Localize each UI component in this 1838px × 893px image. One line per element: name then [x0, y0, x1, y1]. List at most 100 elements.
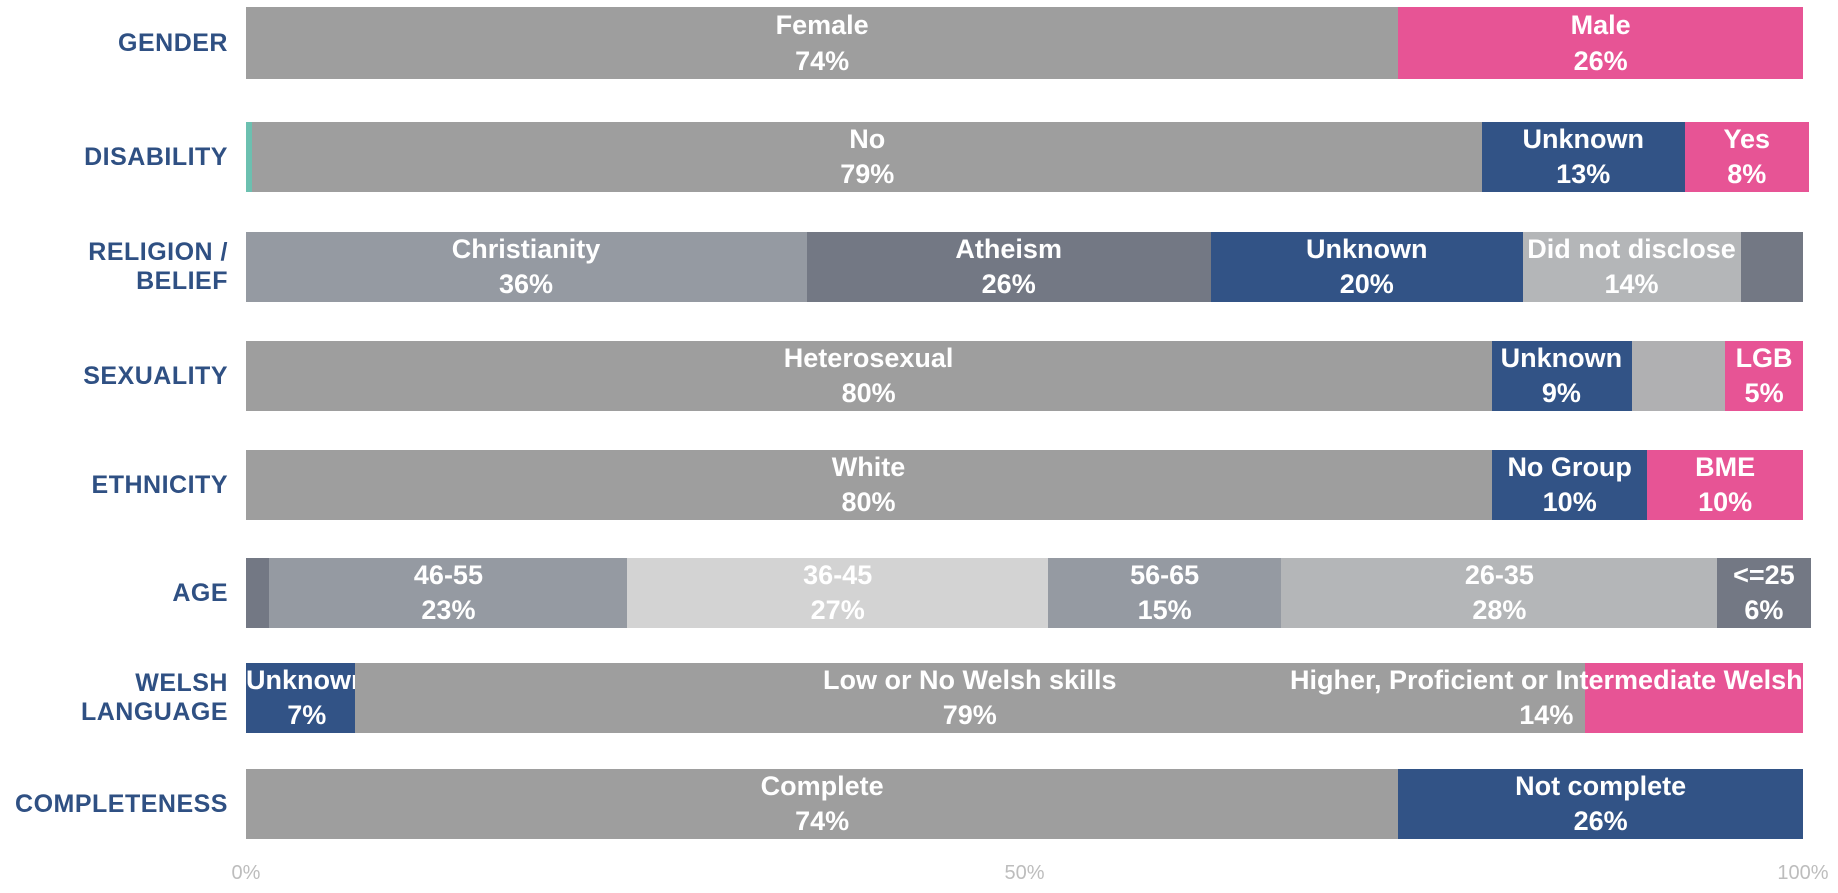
segment-value: 10%: [1542, 487, 1597, 517]
segment-label: No Group 10%: [1507, 450, 1631, 520]
segment-label: 36-45 27%: [803, 558, 872, 628]
segment-name: Male: [1570, 10, 1631, 40]
segment-value: 7%: [287, 700, 327, 730]
segment-label: 56-65 15%: [1130, 558, 1199, 628]
bar-segment: [627, 558, 1048, 628]
segment-name: 46-55: [413, 560, 483, 590]
segment-name: Complete: [760, 771, 884, 801]
segment-value: 79%: [840, 159, 895, 189]
segment-label: Complete 74%: [761, 769, 884, 839]
segment-value: 9%: [1541, 378, 1581, 408]
segment-name: Low or No Welsh skills: [823, 665, 1117, 695]
segment-value: 27%: [810, 595, 865, 625]
segment-value: 36%: [498, 269, 554, 299]
segment-name: Not complete: [1515, 771, 1687, 801]
segment-name: Unknown: [1522, 124, 1644, 154]
segment-label: Unknown 13%: [1522, 122, 1644, 192]
segment-value: 80%: [841, 487, 896, 517]
row-label: DISABILITY: [84, 142, 228, 171]
row-label: GENDER: [118, 28, 228, 57]
segment-name: 26-35: [1464, 560, 1534, 590]
segment-value: 79%: [942, 700, 997, 730]
bar-segment: [246, 450, 1492, 520]
segment-value: 20%: [1339, 269, 1394, 299]
x-tick-label: 50%: [1004, 862, 1045, 884]
segment-name: 36-45: [803, 560, 873, 590]
bar-segment: [1647, 450, 1803, 520]
segment-label: Yes 8%: [1723, 122, 1770, 192]
segment-label: 26-35 28%: [1465, 558, 1534, 628]
bar-segment: [1491, 341, 1632, 411]
segment-value: 26%: [1573, 806, 1628, 836]
bar-segment: [1491, 450, 1648, 520]
segment-value: 74%: [795, 46, 850, 76]
segment-label: Female 74%: [776, 7, 869, 79]
row-label: AGE: [172, 578, 228, 607]
bar-segment: [1631, 341, 1726, 411]
segment-name: Female: [775, 10, 869, 40]
segment-value: 6%: [1744, 595, 1784, 625]
bar-segment: [806, 232, 1212, 302]
segment-name: <=25: [1733, 560, 1795, 590]
row-label: WELSH LANGUAGE: [80, 669, 228, 726]
segment-value: 15%: [1137, 595, 1192, 625]
bar-segment: [1398, 769, 1803, 839]
segment-name: Higher, Proficient or Intermediate Welsh: [1290, 665, 1803, 695]
segment-name: Unknown: [1500, 343, 1623, 373]
segment-value: 28%: [1472, 595, 1527, 625]
segment-name: Atheism: [955, 234, 1062, 264]
bar-segment: [1717, 558, 1811, 628]
x-tick-label: 0%: [231, 862, 261, 884]
segment-label: Low or No Welsh skills 79%: [823, 663, 1117, 733]
segment-value: 14%: [1604, 269, 1659, 299]
bar-segment: [1211, 232, 1523, 302]
bar-segment: [1522, 232, 1741, 302]
bar-segment: [1585, 663, 1803, 733]
segment-name: Christianity: [451, 234, 601, 264]
x-tick-label: 100%: [1777, 862, 1829, 884]
bar-segment: [246, 122, 253, 192]
segment-label: Not complete 26%: [1515, 769, 1686, 839]
segment-name: 56-65: [1130, 560, 1200, 590]
segment-label: BME 10%: [1695, 450, 1755, 520]
segment-label: No 79%: [840, 122, 894, 192]
segment-value: 80%: [841, 378, 896, 408]
segment-label: Atheism 26%: [955, 232, 1062, 302]
bar-segment: [354, 663, 1585, 733]
segment-label: Unknown 20%: [1306, 232, 1428, 302]
segment-name: BME: [1695, 452, 1756, 482]
segment-label: Higher, Proficient or Intermediate Welsh…: [1290, 663, 1803, 733]
bar-segment: [252, 122, 1483, 192]
segment-label: Christianity 36%: [452, 232, 601, 302]
row-label: COMPLETENESS: [15, 789, 228, 818]
segment-value: 10%: [1698, 487, 1753, 517]
segment-name: LGB: [1735, 343, 1793, 373]
bar-segment: [246, 769, 1399, 839]
segment-name: Did not disclose: [1527, 234, 1736, 264]
bar-segment: [246, 7, 1399, 79]
segment-name: Heterosexual: [783, 343, 954, 373]
segment-label: <=25 6%: [1733, 558, 1795, 628]
segment-label: White 80%: [832, 450, 906, 520]
segment-label: LGB 5%: [1736, 341, 1793, 411]
segment-value: 13%: [1556, 159, 1611, 189]
bar-segment: [246, 558, 270, 628]
row-label: RELIGION / BELIEF: [88, 238, 228, 295]
segment-label: Did not disclose 14%: [1527, 232, 1736, 302]
segment-value: 5%: [1744, 378, 1784, 408]
segment-name: Yes: [1723, 124, 1770, 154]
segment-value: 74%: [795, 806, 850, 836]
segment-label: Male 26%: [1571, 7, 1631, 79]
bar-segment: [246, 232, 807, 302]
segment-label: Unknown 9%: [1501, 341, 1623, 411]
bar-segment: [1684, 122, 1810, 192]
segment-label: Unknown 7%: [246, 663, 368, 733]
segment-value: 8%: [1727, 159, 1767, 189]
segment-name: No Group: [1507, 452, 1632, 482]
segment-name: White: [831, 452, 906, 482]
bar-segment: [1281, 558, 1718, 628]
segment-label: 46-55 23%: [414, 558, 483, 628]
segment-value: 26%: [1573, 46, 1628, 76]
segment-name: Unknown: [1306, 234, 1428, 264]
